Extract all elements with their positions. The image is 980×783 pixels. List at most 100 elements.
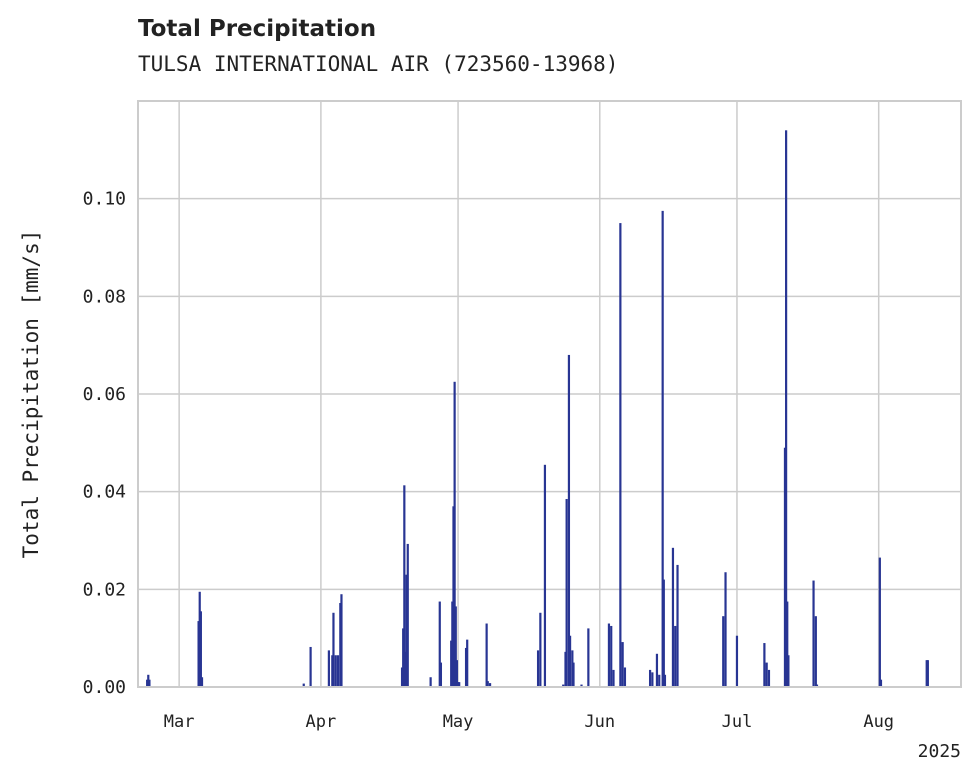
precip-bar	[767, 669, 771, 687]
chart-title: Total Precipitation	[138, 16, 377, 42]
x-tick-label: Apr	[306, 712, 337, 732]
precip-bar	[146, 679, 149, 687]
precip-bar	[486, 681, 489, 687]
precip-bar	[785, 130, 788, 688]
precip-bar	[571, 650, 574, 687]
precip-bar	[200, 677, 204, 687]
precip-bar	[309, 646, 312, 687]
precip-bar	[587, 628, 590, 687]
precip-bar	[655, 653, 659, 687]
precip-bar	[336, 655, 340, 687]
precip-bar	[334, 655, 337, 687]
precip-bar	[539, 612, 542, 687]
precip-bar	[405, 574, 408, 687]
precip-bar	[612, 669, 615, 687]
precip-bar	[453, 381, 456, 687]
precip-bar	[488, 683, 492, 687]
precip-bar	[454, 606, 457, 687]
chart-subtitle: TULSA INTERNATIONAL AIR (723560-13968)	[138, 52, 619, 76]
precip-bar	[662, 579, 665, 687]
precip-bar	[438, 601, 441, 687]
precip-bar	[568, 635, 572, 687]
gridlines	[138, 101, 961, 688]
bar-series	[146, 130, 929, 688]
precip-bar	[658, 674, 661, 687]
precip-bar	[787, 655, 790, 687]
y-axis-label: Total Precipitation [mm/s]	[19, 230, 43, 559]
precip-bar	[607, 623, 611, 687]
precip-bar	[403, 485, 406, 687]
precip-bar	[458, 682, 461, 687]
precip-bar	[648, 669, 652, 687]
precip-bar	[400, 667, 404, 687]
precip-bar	[406, 543, 409, 687]
y-tick-label: 0.10	[83, 189, 126, 210]
x-tick-label: Jul	[722, 712, 753, 732]
precip-bar	[567, 354, 571, 687]
precip-bar	[452, 506, 455, 687]
precip-bar	[464, 647, 468, 687]
precip-bar	[331, 655, 334, 687]
precip-bar	[580, 684, 583, 687]
precip-bar	[879, 679, 883, 687]
precip-bar	[671, 547, 675, 687]
precip-bar	[302, 683, 305, 687]
axis-ticks: 0.00 0.02 0.04 0.06 0.08 0.10 Mar Apr May Jun Jul A…	[83, 189, 894, 732]
precip-bar	[763, 643, 766, 687]
precip-bar	[812, 580, 815, 687]
year-label: 2025	[918, 741, 961, 762]
precip-bar	[815, 684, 819, 687]
y-tick-label: 0.08	[83, 286, 126, 307]
precip-bar	[466, 639, 469, 687]
precip-bar	[455, 660, 459, 687]
x-tick-label: Mar	[164, 712, 195, 732]
precip-bar	[676, 564, 679, 687]
precip-bar	[199, 611, 202, 687]
precip-bar	[663, 674, 667, 687]
plot-frame	[137, 100, 962, 688]
precip-bar	[674, 625, 677, 687]
precip-bar	[926, 660, 929, 687]
precip-bar	[878, 557, 881, 687]
y-tick-label: 0.04	[83, 482, 126, 503]
precip-bar	[765, 662, 768, 687]
precip-bar	[724, 572, 727, 687]
precip-bar	[562, 684, 565, 687]
precip-bar	[814, 616, 817, 687]
precip-bar	[722, 616, 725, 687]
precip-bar	[610, 625, 613, 687]
precip-bar	[456, 682, 460, 687]
precip-bar	[197, 621, 200, 687]
precip-bar	[429, 677, 432, 687]
x-tick-label: Aug	[863, 712, 894, 732]
precip-bar	[439, 662, 443, 687]
precip-bar	[572, 662, 575, 687]
precip-bar	[735, 635, 739, 687]
y-tick-label: 0.02	[83, 579, 126, 600]
precip-bar	[148, 679, 151, 687]
y-tick-label: 0.00	[83, 677, 126, 698]
precip-bar	[786, 601, 789, 687]
precip-bar	[565, 498, 568, 687]
precip-bar	[147, 674, 150, 687]
precip-bar	[404, 651, 407, 687]
precip-bar	[783, 447, 787, 687]
x-tick-label: May	[443, 712, 474, 732]
precip-bar	[339, 603, 342, 687]
precip-bar	[340, 594, 343, 687]
precip-bar	[327, 650, 330, 687]
precip-bar	[450, 640, 453, 687]
y-tick-label: 0.06	[83, 384, 126, 405]
precip-bar	[536, 650, 540, 687]
precip-bar	[451, 601, 454, 687]
precip-bar	[198, 591, 201, 687]
precip-bar	[623, 667, 627, 687]
precip-bar	[332, 612, 335, 687]
precip-bar	[621, 642, 624, 687]
precip-bar	[651, 672, 654, 687]
precip-bar	[619, 223, 622, 688]
precip-bar	[543, 464, 547, 687]
precip-bar	[564, 651, 567, 687]
x-tick-label: Jun	[584, 712, 615, 732]
